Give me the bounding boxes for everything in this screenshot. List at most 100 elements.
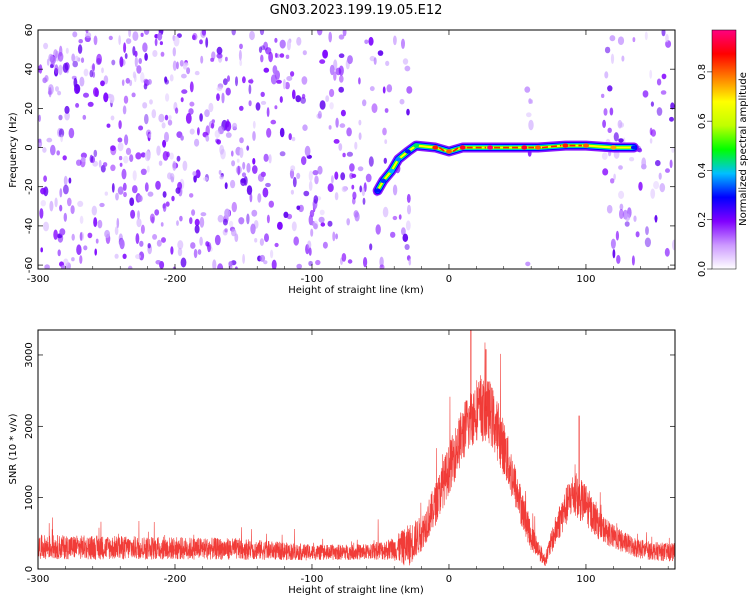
spectrogram-noise-blob [140,72,145,83]
spectrogram-noise-blob [165,201,170,207]
spectrogram-noise-blob [155,260,162,265]
spectrogram-noise-blob [606,204,613,214]
spectrogram-noise-blob [60,265,66,269]
spectrogram-noise-blob [289,168,295,179]
spectrogram-noise-blob [235,76,238,87]
spectrogram-noise-blob [194,218,200,226]
spectrogram-noise-blob [260,100,267,105]
spectrogram-noise-blob [217,263,224,269]
spectrogram-noise-blob [290,71,295,77]
spectrogram-noise-blob [55,86,59,92]
spectrogram-noise-blob [401,38,405,49]
spectrogram-noise-blob [231,30,236,36]
spectrogram-noise-blob [638,181,643,191]
spectrogram-noise-blob [68,127,75,139]
spectrogram-noise-blob [110,145,117,156]
spectrogram-noise-blob [216,53,223,59]
spectrogram-noise-blob [211,51,216,60]
spectrogram-noise-blob [199,236,203,246]
spectrogram-noise-blob [333,139,340,144]
spectrogram-noise-blob [172,47,176,57]
spectrogram-noise-blob [406,193,411,203]
spectrogram-noise-blob [189,81,194,93]
spectrogram-noise-blob [661,30,666,37]
spectrogram-noise-blob [87,101,94,107]
spectrogram-noise-blob [118,35,121,46]
spectrogram-noise-blob [63,184,69,195]
spectrogram-noise-blob [274,52,278,58]
spectrogram-noise-blob [354,141,358,150]
spectrogram-noise-blob [142,42,148,53]
spectrogram-noise-blob [72,60,78,68]
spectrogram-noise-blob [347,55,353,65]
spectrogram-noise-blob [157,32,163,41]
spectrogram-noise-blob [629,157,635,162]
spectrogram-noise-blob [644,31,648,41]
spectrogram-noise-blob [612,249,616,259]
spectrogram-noise-blob [193,174,197,183]
spectrogram-noise-blob [633,215,637,222]
spectrogram-noise-blob [265,182,271,188]
spectrogram-noise-blob [358,132,362,140]
spectrogram-noise-blob [144,150,151,162]
spectrogram-noise-blob [59,188,63,198]
spectrogram-noise-blob [284,81,290,90]
spectrogram-signal-track [372,140,639,196]
colorbar-tick-label: 0.0 [697,261,708,277]
spectrogram-noise-blob [274,242,279,248]
spectrogram-noise-blob [124,53,128,59]
spectrogram-noise-blob [279,96,283,103]
spectrogram-noise-blob [115,192,119,201]
spectrogram-noise-blob [93,149,98,158]
spectrogram-noise-blob [116,217,120,229]
snr-series-layer [38,330,675,566]
spectrogram-noise-blob [291,136,296,142]
spectrogram-noise-blob [210,57,215,62]
spectrogram-noise-blob [94,248,97,256]
spectrogram-noise-blob [129,154,134,163]
spectrogram-noise-blob [83,68,89,77]
spectrogram-noise-blob [307,240,312,250]
spectrogram-noise-blob [225,56,228,62]
spectrogram-noise-blob [140,168,147,175]
spectrogram-noise-blob [99,202,105,208]
spectrogram-noise-blob [329,88,335,98]
spectrogram-noise-blob [50,56,56,64]
spectrogram-noise-blob [286,39,291,51]
snr-frame [37,329,676,570]
snr-plot: -300 -200 -100 0 100 0 1000 2000 3000 Height of… [8,329,676,596]
spectrogram-noise-blob [48,84,54,95]
snr-x-tick-label: -300 [27,574,50,585]
spectrogram-noise-blob [279,53,285,58]
spectrogram-noise-blob [97,219,103,229]
spectrogram-track-point [395,157,402,162]
spectrogram-noise-blob [76,159,82,166]
spectrogram-noise-blob [119,56,124,68]
spectrogram-noise-blob [128,30,131,38]
spectrogram-noise-blob [125,38,132,44]
spectrogram-noise-blob [346,151,353,157]
spectrogram-noise-blob [186,67,191,75]
spectrogram-noise-blob [292,89,296,100]
spectrogram-noise-blob [248,100,252,107]
spectrogram-noise-blob [181,89,188,94]
spectrogram-noise-blob [329,102,334,110]
spectrogram-noise-blob [190,242,196,249]
spectrogram-noise-blob [328,125,332,130]
spectrogram-noise-blob [93,35,98,46]
spectrogram-noise-blob [314,175,319,185]
spectrogram-noise-blob [322,49,328,59]
spectrogram-noise-blob [173,35,180,47]
spectrogram-noise-blob [371,103,378,114]
spectrogram-noise-blob [179,215,183,222]
spectrogram-noise-blob [127,265,133,269]
spectrogram-noise-blob [224,182,228,190]
spectrogram-noise-blob [225,132,232,138]
spectrogram-noise-blob [63,212,67,222]
spectrogram-y-tick-label: 40 [24,63,35,76]
spectrogram-noise-blob [74,55,79,61]
spectrogram-frame [37,29,676,270]
spectrogram-noise-blob [319,209,325,216]
spectrogram-noise-blob [334,171,339,180]
spectrogram-noise-blob [192,34,196,40]
